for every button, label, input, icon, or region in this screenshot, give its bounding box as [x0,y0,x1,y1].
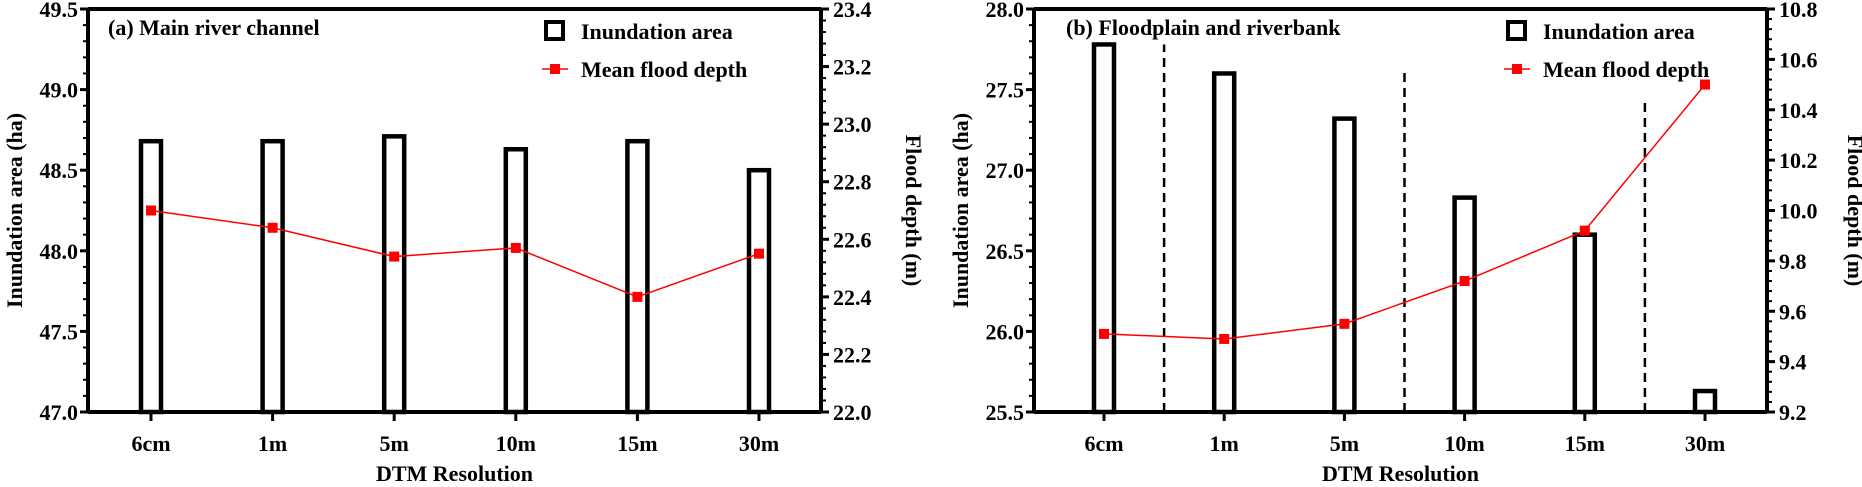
legend-label-inundation-area: Inundation area [1543,19,1695,44]
point-mean-flood-depth [632,291,643,302]
y2-tick-label: 10.8 [1779,0,1818,22]
point-mean-flood-depth [267,222,278,233]
y2-tick-label: 22.2 [833,342,872,367]
y-tick-label: 28.0 [986,0,1025,22]
y-tick-label: 47.0 [40,400,79,425]
y2-tick-label: 22.8 [833,170,872,195]
point-mean-flood-depth [1700,79,1710,90]
x-axis-title: DTM Resolution [1322,461,1479,486]
bar-inundation-area [381,134,407,415]
x-tick-label: 15m [617,431,657,456]
x-tick-label: 5m [380,431,409,456]
bar-inundation-area [1332,116,1357,415]
y-tick-label: 49.0 [40,78,79,103]
y2-tick-label: 23.0 [833,112,872,137]
x-tick-label: 6cm [131,431,170,456]
point-mean-flood-depth [754,248,764,259]
point-mean-flood-depth [510,242,521,253]
point-mean-flood-depth [1219,333,1230,344]
y2-tick-label: 9.4 [1779,350,1807,375]
y-tick-label: 26.0 [986,319,1025,344]
line-mean-flood-depth [1103,84,1706,340]
y-tick-label: 26.5 [986,239,1025,264]
bar-inundation-area [1091,42,1117,415]
y2-tick-label: 23.2 [833,55,872,80]
y2-tick-label: 10.4 [1779,98,1818,123]
bar-inundation-area [503,146,529,415]
legend-bar-swatch [544,20,565,41]
point-mean-flood-depth [389,251,400,262]
panel-title: (a) Main river channel [108,15,320,40]
bar-inundation-area [1211,71,1237,415]
y2-tick-label: 9.8 [1779,249,1807,274]
x-tick-label: 5m [1330,431,1359,456]
x-tick-label: 10m [496,431,536,456]
bar-inundation-area [138,138,164,415]
x-tick-label: 15m [1565,431,1605,456]
x-tick-label: 30m [739,431,779,456]
bar-inundation-area [1572,232,1598,415]
y2-tick-label: 10.2 [1779,148,1818,173]
y2-tick-label: 10.6 [1779,47,1818,72]
x-tick-label: 10m [1444,431,1484,456]
y2-tick-label: 22.4 [833,285,872,310]
line-mean-flood-depth [150,209,760,298]
legend-marker-swatch [1512,64,1522,74]
point-mean-flood-depth [1099,328,1109,339]
legend-marker-swatch [550,64,560,74]
point-mean-flood-depth [1459,276,1470,287]
x-tick-label: 1m [258,431,287,456]
panel-title: (b) Floodplain and riverbank [1066,15,1341,40]
y2-tick-label: 23.4 [833,0,872,22]
y2-tick-label: 22.0 [833,400,872,425]
legend-label-mean-flood-depth: Mean flood depth [581,57,747,82]
bar-inundation-area [1692,388,1718,415]
bar-inundation-area [746,167,772,415]
point-mean-flood-depth [1339,318,1350,329]
x-tick-label: 1m [1210,431,1239,456]
legend-bar-swatch [1506,20,1527,41]
y2-tick-label: 10.0 [1779,199,1818,224]
x-tick-label: 6cm [1084,431,1123,456]
bar-inundation-area [260,138,285,415]
y-axis-title: Inundation area (ha) [2,113,27,308]
chart-panel-0: 47.0 47.5 48.0 48.5 49.0 49.5 22.0 22.2 22.4 22.6… [2,0,926,486]
legend-label-mean-flood-depth: Mean flood depth [1543,57,1709,82]
legend-label-inundation-area: Inundation area [581,19,733,44]
y-tick-label: 47.5 [40,319,79,344]
y-axis-title: Inundation area (ha) [948,113,973,308]
point-mean-flood-depth [146,205,156,216]
y-tick-label: 25.5 [986,400,1025,425]
x-axis-title: DTM Resolution [376,461,533,486]
x-tick-label: 30m [1685,431,1725,456]
y-tick-label: 48.0 [40,239,79,264]
y-tick-label: 27.5 [986,78,1025,103]
y-tick-label: 49.5 [40,0,79,22]
point-mean-flood-depth [1579,225,1590,236]
chart-panel-1: 25.5 26.0 26.5 27.0 27.5 28.0 9.2 9.4 9.6 9.8 10.0… [948,0,1862,486]
y-tick-label: 27.0 [986,158,1025,183]
y2-tick-label: 9.6 [1779,299,1807,324]
y2-tick-label: 22.6 [833,227,872,252]
y2-axis-title: Flood depth (m) [1843,135,1862,287]
bar-inundation-area [1452,195,1477,415]
y-tick-label: 48.5 [40,158,79,183]
bar-inundation-area [625,138,650,415]
y2-tick-label: 9.2 [1779,400,1807,425]
y2-axis-title: Flood depth (m) [901,135,926,287]
